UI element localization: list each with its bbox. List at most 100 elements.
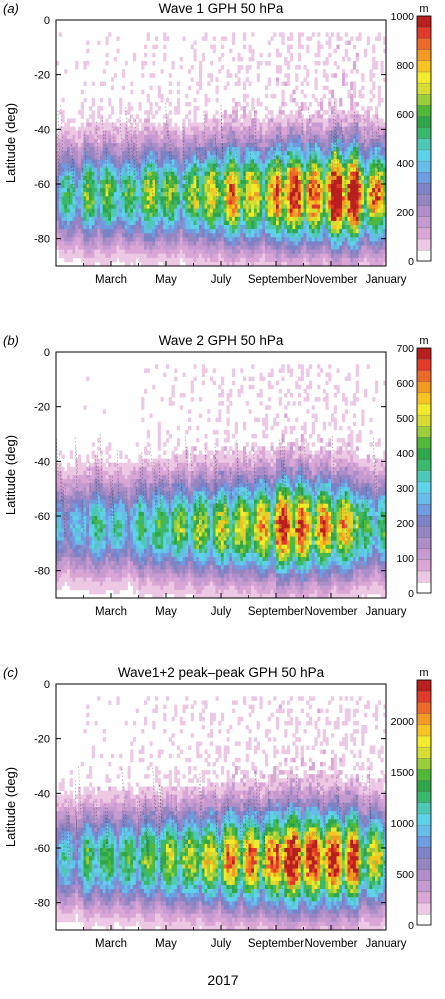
colorbar-tick-label: 200 [396,207,414,219]
y-tick-label: -20 [34,402,50,414]
panel-title: Wave 1 GPH 50 hPa [159,1,284,16]
colorbar: m 0 100 200 300 400 500 600 700 [396,335,432,600]
y-tick-label: -60 [34,511,50,523]
colorbar-swatch [416,802,432,815]
x-tick-label: January [366,274,407,286]
y-tick-label: -40 [34,788,50,800]
colorbar-swatch [416,127,432,139]
colorbar-swatch [416,503,432,516]
colorbar-swatch [416,216,432,229]
heatmap-field [56,364,386,598]
panel-label: (c) [3,665,18,680]
x-tick-label: September [248,938,304,950]
x-tick-label: November [304,938,357,950]
y-tick-label: 0 [44,15,50,27]
panel-label: (a) [3,1,19,16]
colorbar-swatch [416,448,432,460]
colorbar-swatch [416,514,432,527]
colorbar-tick-label: 400 [396,158,414,170]
x-tick-label: May [155,938,177,950]
x-tick-label: March [95,938,127,950]
y-tick-label: -60 [34,179,50,191]
y-tick-label: -40 [34,124,50,136]
colorbar-swatch [416,160,432,173]
panel-title: Wave 2 GPH 50 hPa [159,333,284,348]
x-tick-label: July [211,274,232,286]
colorbar-swatch [416,902,432,915]
colorbar-tick-label: 1000 [391,11,415,23]
colorbar-tick-label: 100 [396,553,414,565]
colorbar-swatch [416,746,432,759]
colorbar-swatch [416,690,432,703]
colorbar-tick-label: 0 [408,588,414,600]
colorbar-swatch [416,116,432,128]
y-tick-label: -20 [34,734,50,746]
colorbar-swatch [416,813,432,826]
colorbar-swatch [416,768,432,781]
colorbar-swatch [416,570,432,583]
colorbar-swatch [416,425,432,438]
y-axis-label: Latitude (deg) [3,435,18,515]
colorbar-swatch [416,436,432,449]
colorbar-swatch [416,182,432,195]
y-tick-label: -80 [34,566,50,578]
x-tick-label: September [248,606,304,618]
colorbar-swatch [416,347,432,360]
y-tick-label: -80 [34,898,50,910]
colorbar-swatch [416,38,432,50]
y-tick-label: -40 [34,456,50,468]
colorbar-tick-label: 500 [396,869,414,881]
colorbar-tick-label: 0 [408,256,414,268]
colorbar-swatch [416,26,432,39]
colorbar-swatch [416,559,432,572]
colorbar-swatch [416,49,432,61]
colorbar-tick-label: 400 [396,448,414,460]
x-tick-label: March [95,606,127,618]
colorbar-swatch [416,735,432,748]
y-axis-label: Latitude (deg) [3,767,18,847]
colorbar-swatch [416,548,432,561]
colorbar-swatch [416,481,432,494]
y-tick-label: 0 [44,679,50,691]
panel-label: (b) [3,333,19,348]
y-tick-label: 0 [44,347,50,359]
colorbar-tick-label: 600 [396,109,414,121]
colorbar-swatch [416,835,432,848]
colorbar-swatch [416,392,432,405]
colorbar-swatch [416,913,432,926]
colorbar-swatch [416,149,432,162]
colorbar-tick-label: 800 [396,60,414,72]
colorbar-swatch [416,791,432,803]
y-tick-label: -80 [34,234,50,246]
colorbar-swatch [416,249,432,262]
colorbar-unit: m [419,3,428,15]
colorbar-swatch [416,846,432,859]
colorbar-swatch [416,138,432,151]
colorbar-swatch [416,858,432,870]
colorbar-swatch [416,381,432,394]
colorbar-swatch [416,713,432,725]
colorbar-tick-label: 1000 [391,818,415,830]
heatmap-field [56,696,386,930]
x-tick-label: March [95,274,127,286]
colorbar-swatch [416,526,432,538]
colorbar-swatch [416,891,432,904]
x-tick-label: September [248,274,304,286]
colorbar-swatch [416,194,432,206]
colorbar-swatch [416,880,432,893]
colorbar-tick-label: 500 [396,413,414,425]
y-tick-label: -20 [34,70,50,82]
colorbar-tick-label: 1500 [391,767,415,779]
heatmap-field [56,32,386,266]
colorbar-unit: m [419,667,428,679]
colorbar-tick-label: 2000 [391,716,415,728]
y-tick-label: -60 [34,843,50,855]
colorbar-swatch [416,824,432,837]
x-tick-label: November [304,606,357,618]
colorbar-swatch [416,537,432,549]
colorbar-swatch [416,238,432,251]
colorbar-swatch [416,71,432,84]
figure-xlabel: 2017 [207,972,239,988]
colorbar-swatch [416,171,432,184]
